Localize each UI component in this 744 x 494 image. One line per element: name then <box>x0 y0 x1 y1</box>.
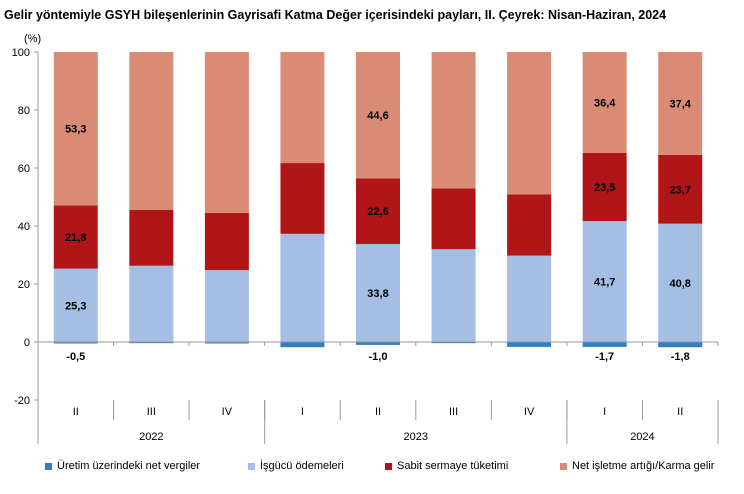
category-label: III <box>449 406 458 418</box>
bar-segment <box>53 342 98 344</box>
bar-segment <box>507 52 552 195</box>
y-axis-label: (%) <box>24 33 41 45</box>
group-label: 2022 <box>139 431 163 443</box>
category-label: II <box>73 406 79 418</box>
data-label: 23,7 <box>670 184 691 196</box>
data-label: -1,8 <box>671 351 690 363</box>
bar-segment <box>356 243 400 342</box>
bar-segment <box>204 52 249 213</box>
data-label: -0,5 <box>66 351 85 363</box>
bar-segment <box>356 52 400 179</box>
category-label: I <box>603 406 606 418</box>
y-tick-label: 40 <box>18 221 30 233</box>
bar-segment <box>658 223 703 342</box>
data-label: -1,0 <box>369 351 388 363</box>
bar-segment <box>129 342 174 344</box>
legend-swatch <box>385 462 392 470</box>
legend-item: İşgücü ödemeleri <box>248 460 344 472</box>
bar-segment <box>204 270 249 342</box>
group-label: 2023 <box>404 431 428 443</box>
y-tick-label: 60 <box>18 163 30 175</box>
legend-item: Net işletme artığı/Karma gelir <box>560 460 714 472</box>
chart-title: Gelir yöntemiyle GSYH bileşenlerinin Gay… <box>4 8 667 22</box>
data-label: 53,3 <box>65 124 86 136</box>
bar-segment <box>53 52 98 206</box>
bar-segment <box>204 342 249 344</box>
legend-label: Net işletme artığı/Karma gelir <box>572 460 715 472</box>
data-label: 21,8 <box>65 232 86 244</box>
bar-segment <box>431 188 476 250</box>
bar-segment <box>280 233 325 342</box>
data-label: 36,4 <box>594 97 616 109</box>
data-label: -1,7 <box>595 351 614 363</box>
bar-segment <box>53 268 98 342</box>
data-label: 25,3 <box>65 300 86 312</box>
data-label: 44,6 <box>367 110 388 122</box>
legend-swatch <box>248 462 255 470</box>
legend-item: Sabit sermaye tüketimi <box>385 460 508 472</box>
bar-segment <box>129 52 174 210</box>
data-label: 33,8 <box>367 288 388 300</box>
bar-segment <box>582 221 627 342</box>
bar-segment <box>507 194 552 256</box>
data-label: 40,8 <box>670 278 691 290</box>
bar-segment <box>507 342 552 347</box>
category-label: IV <box>524 406 535 418</box>
bar-segment <box>658 342 703 348</box>
bar-segment <box>431 249 476 342</box>
bar-segment <box>356 342 400 345</box>
bar-segment <box>431 342 476 344</box>
group-label: 2024 <box>630 431 654 443</box>
legend-label: Sabit sermaye tüketimi <box>397 460 509 472</box>
bar-segment <box>431 52 476 189</box>
bar-segment <box>658 52 703 155</box>
legend-item: Üretim üzerindeki net vergiler <box>45 460 200 472</box>
bar-segment <box>582 52 627 153</box>
y-tick-label: 20 <box>18 279 30 291</box>
legend-swatch <box>45 462 52 470</box>
category-label: IV <box>222 406 233 418</box>
category-label: I <box>301 406 304 418</box>
data-label: 37,4 <box>670 98 692 110</box>
bar-segment <box>280 52 325 164</box>
data-label: 41,7 <box>594 277 615 289</box>
category-label: II <box>677 406 683 418</box>
category-label: II <box>375 406 381 418</box>
y-tick-label: 0 <box>24 337 30 349</box>
legend-label: Üretim üzerindeki net vergiler <box>57 460 201 472</box>
bar-segment <box>280 342 325 348</box>
y-tick-label: -20 <box>14 395 30 407</box>
category-label: III <box>147 406 156 418</box>
y-tick-label: 80 <box>18 105 30 117</box>
bar-segment <box>129 209 174 266</box>
legend-label: İşgücü ödemeleri <box>260 460 344 472</box>
bar-segment <box>53 205 98 269</box>
legend-swatch <box>560 462 567 470</box>
bar-segment <box>658 154 703 224</box>
bar-segment <box>582 152 627 222</box>
bar-segment <box>129 265 174 342</box>
data-label: 22,6 <box>367 206 388 218</box>
bar-segment <box>280 163 325 234</box>
bar-segment <box>204 212 249 271</box>
bar-segment <box>356 178 400 244</box>
bar-segment <box>582 342 627 347</box>
bar-segment <box>507 255 552 342</box>
data-label: 23,5 <box>594 182 615 194</box>
y-tick-label: 100 <box>12 47 30 59</box>
